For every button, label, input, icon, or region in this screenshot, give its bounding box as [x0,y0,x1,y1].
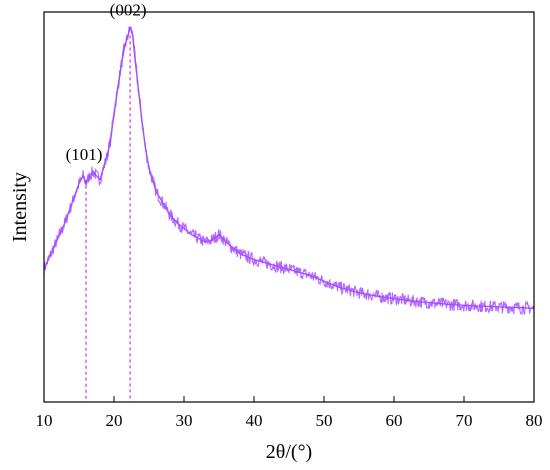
y-axis-label: Intensity [9,172,31,242]
peak-label: (002) [110,1,147,20]
x-tick-label: 50 [316,411,333,430]
x-tick-label: 40 [246,411,263,430]
x-tick-label: 30 [176,411,193,430]
x-tick-label: 20 [106,411,123,430]
x-tick-label: 80 [526,411,543,430]
x-axis-ticks: 10 20 30 40 50 60 70 80 [36,396,543,430]
peak-label: (101) [66,145,103,164]
x-tick-label: 10 [36,411,53,430]
x-tick-label: 60 [386,411,403,430]
noisy-trace-layer [43,26,535,316]
plot-frame [43,11,535,403]
peak-annotations: (101) (002) [66,1,147,164]
x-tick-label: 70 [456,411,473,430]
x-axis-label: 2θ/(°) [266,441,312,463]
reference-lines [85,35,131,402]
raw-noise-trace [43,26,535,316]
series-line [43,25,535,310]
